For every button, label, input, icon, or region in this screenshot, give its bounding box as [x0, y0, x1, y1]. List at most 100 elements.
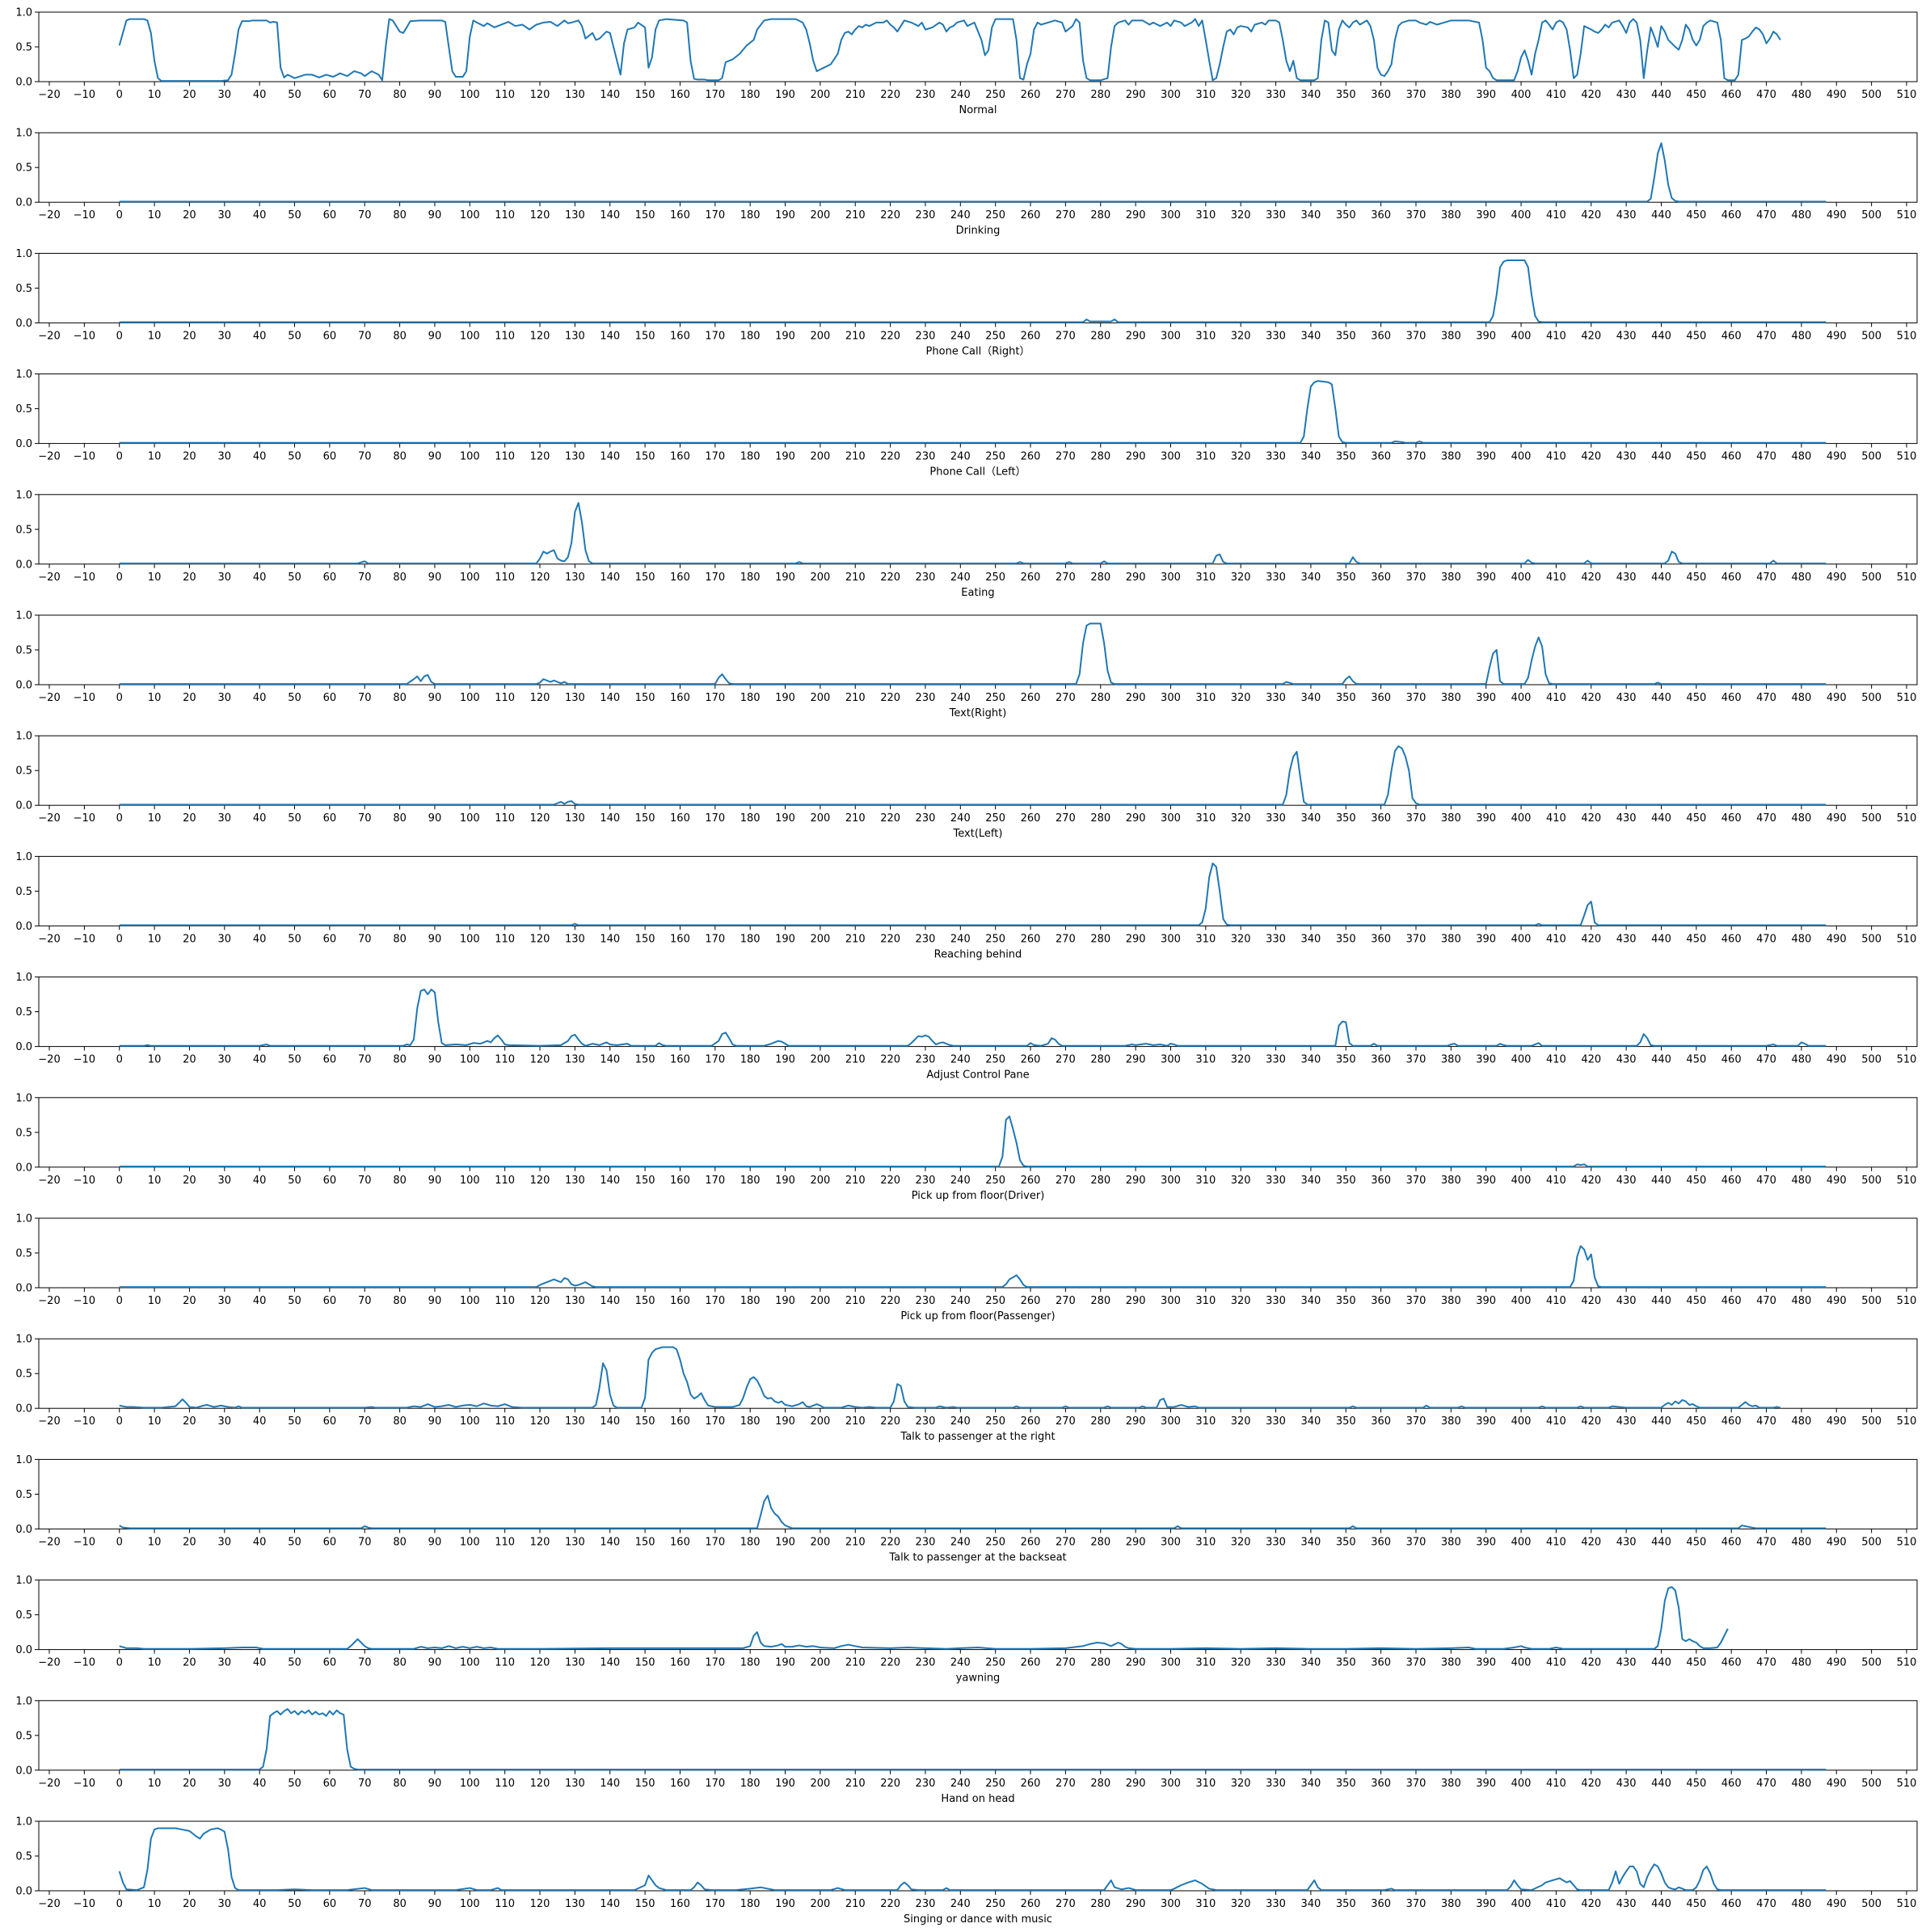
x-tick-label: 210 [845, 89, 866, 101]
x-tick-label: 20 [183, 1054, 196, 1066]
x-tick-label: 380 [1441, 812, 1461, 825]
x-tick-label: 130 [565, 330, 585, 342]
y-tick-label: 1.0 [15, 731, 32, 743]
x-tick-label: 350 [1336, 1054, 1356, 1066]
panel-label: Text(Right) [949, 707, 1007, 719]
x-tick-label: 10 [148, 1415, 162, 1428]
x-tick-label: 170 [705, 1898, 725, 1910]
x-tick-label: 100 [460, 209, 480, 221]
x-tick-label: 170 [705, 1657, 725, 1669]
x-tick-label: 310 [1195, 451, 1216, 463]
x-tick-label: 440 [1651, 1054, 1671, 1066]
x-tick-label: 50 [288, 1295, 301, 1307]
x-tick-label: 510 [1897, 1175, 1917, 1187]
x-tick-label: 490 [1827, 572, 1847, 584]
x-tick-label: 50 [288, 933, 301, 945]
x-tick-label: 130 [565, 1898, 585, 1910]
x-tick-label: 370 [1406, 572, 1426, 584]
x-tick-label: 390 [1476, 1536, 1496, 1548]
x-tick-label: 300 [1161, 1415, 1181, 1428]
y-tick-label: 0.0 [15, 559, 32, 571]
x-tick-label: 400 [1511, 692, 1532, 704]
series-line [119, 1346, 1781, 1409]
x-tick-label: 310 [1195, 572, 1216, 584]
x-tick-label: 40 [253, 1536, 267, 1548]
x-tick-label: −10 [74, 1175, 95, 1187]
x-tick-label: 470 [1756, 1054, 1776, 1066]
x-tick-label: 100 [460, 1295, 480, 1307]
x-tick-label: 130 [565, 1415, 585, 1428]
y-tick-label: 0.0 [15, 438, 32, 450]
x-tick-label: 240 [950, 451, 971, 463]
x-tick-label: 200 [810, 89, 830, 101]
x-tick-label: 360 [1371, 1295, 1391, 1307]
x-tick-label: 350 [1336, 330, 1356, 342]
x-tick-label: 470 [1756, 1415, 1776, 1428]
x-tick-label: 510 [1897, 1415, 1917, 1428]
x-tick-label: 460 [1721, 692, 1742, 704]
x-tick-label: 140 [600, 89, 620, 101]
x-tick-label: 60 [323, 1054, 337, 1066]
x-tick-label: 90 [428, 1054, 442, 1066]
x-tick-label: 320 [1231, 1657, 1251, 1669]
x-tick-label: 290 [1126, 1657, 1146, 1669]
x-tick-label: 410 [1546, 812, 1566, 825]
x-tick-label: 280 [1090, 1295, 1110, 1307]
x-tick-label: 10 [148, 451, 162, 463]
x-tick-label: 140 [600, 209, 620, 221]
x-tick-label: 240 [950, 1295, 971, 1307]
x-tick-label: 390 [1476, 1898, 1496, 1910]
x-tick-label: 180 [740, 1175, 761, 1187]
x-tick-label: 390 [1476, 1054, 1496, 1066]
panel: 0.0 0.5 1.0 −20 −10 0 10 20 30 40 50 60 70 80 90 100 110… [15, 7, 1918, 116]
x-tick-label: 240 [950, 1657, 971, 1669]
x-tick-label: 240 [950, 812, 971, 825]
x-tick-label: 480 [1792, 1175, 1812, 1187]
x-tick-label: 250 [985, 209, 1005, 221]
x-tick-label: 30 [218, 89, 232, 101]
x-tick-label: 200 [810, 209, 830, 221]
x-tick-label: 300 [1161, 1175, 1181, 1187]
x-tick-label: 130 [565, 812, 585, 825]
x-tick-label: 460 [1721, 933, 1742, 945]
x-tick-label: 90 [428, 572, 442, 584]
y-tick-label: 0.0 [15, 1644, 32, 1656]
x-tick-label: 360 [1371, 1054, 1391, 1066]
x-tick-label: 490 [1827, 1536, 1847, 1548]
x-tick-label: 510 [1897, 1778, 1917, 1790]
x-tick-label: 120 [530, 89, 550, 101]
x-tick-label: 90 [428, 812, 442, 825]
x-tick-label: 230 [916, 1295, 936, 1307]
x-tick-label: 360 [1371, 1657, 1391, 1669]
x-tick-label: 130 [565, 1295, 585, 1307]
x-tick-label: 70 [358, 812, 372, 825]
x-tick-label: 190 [775, 1536, 795, 1548]
x-tick-label: 380 [1441, 1657, 1461, 1669]
x-tick-label: 150 [635, 1295, 655, 1307]
x-tick-label: 480 [1792, 209, 1812, 221]
x-tick-label: 390 [1476, 1657, 1496, 1669]
x-tick-label: 450 [1686, 89, 1706, 101]
x-tick-label: 410 [1546, 89, 1566, 101]
x-tick-label: 350 [1336, 451, 1356, 463]
x-tick-label: 360 [1371, 1175, 1391, 1187]
x-tick-label: 10 [148, 1295, 162, 1307]
y-tick-label: 1.0 [15, 1816, 32, 1829]
x-tick-label: 470 [1756, 1657, 1776, 1669]
x-tick-label: 340 [1300, 692, 1321, 704]
x-tick-label: 350 [1336, 812, 1356, 825]
x-tick-label: 150 [635, 209, 655, 221]
x-tick-label: 20 [183, 1778, 196, 1790]
x-tick-label: 300 [1161, 812, 1181, 825]
x-tick-label: 140 [600, 1175, 620, 1187]
x-tick-label: 40 [253, 1778, 267, 1790]
x-tick-label: 250 [985, 1898, 1005, 1910]
x-tick-label: 240 [950, 1536, 971, 1548]
x-tick-label: 320 [1231, 1295, 1251, 1307]
x-tick-label: 50 [288, 330, 301, 342]
y-tick-label: 1.0 [15, 369, 32, 381]
x-tick-label: 330 [1266, 1175, 1286, 1187]
x-tick-label: 320 [1231, 1054, 1251, 1066]
x-tick-label: 70 [358, 209, 372, 221]
x-tick-label: 70 [358, 330, 372, 342]
